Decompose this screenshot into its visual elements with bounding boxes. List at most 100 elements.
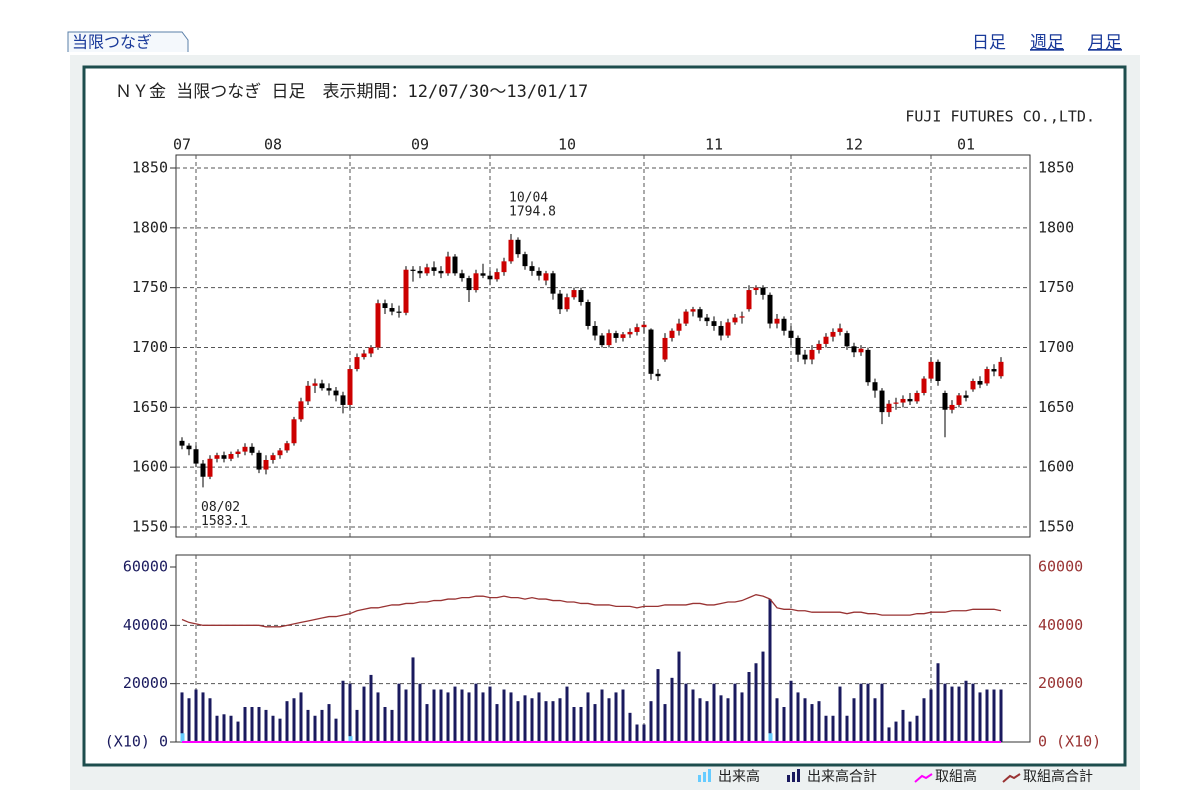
volume-bar (334, 718, 338, 742)
candle-body (487, 275, 493, 280)
candle-body (256, 452, 262, 470)
candle-body (347, 369, 353, 405)
x-tick-label: 01 (957, 136, 975, 154)
candle-body (886, 403, 892, 413)
volume-bar (943, 683, 947, 742)
candle-body (914, 392, 920, 402)
candle-body (662, 337, 668, 360)
y-tick-label: 1850 (132, 159, 168, 177)
candle-body (221, 455, 227, 459)
tab-label[interactable]: 当限つなぎ (72, 33, 152, 52)
volume-bar (747, 672, 751, 742)
candle-body (291, 419, 297, 444)
volume-bar (754, 663, 758, 742)
volume-bar (803, 698, 807, 742)
candle-body (928, 361, 934, 379)
link-weekly[interactable]: 週足 (1030, 33, 1064, 53)
volume-bar (285, 701, 289, 742)
candle-body (627, 331, 633, 335)
volume-bar (481, 692, 485, 742)
volume-bar (663, 704, 667, 742)
y-tick-label-right: 1800 (1038, 218, 1074, 236)
candle-body (270, 455, 276, 460)
y2-tick-label: 60000 (1038, 558, 1083, 576)
volume-bar (880, 683, 884, 742)
candle-body (459, 273, 465, 279)
volume-bar (684, 683, 688, 742)
candle-body (648, 329, 654, 374)
x-tick-label: 09 (411, 136, 429, 154)
candle-body (235, 451, 241, 455)
candle-body (942, 392, 948, 410)
candle-body (823, 336, 829, 344)
candle-body (879, 390, 885, 413)
y-tick-label: 1650 (132, 398, 168, 416)
volume-bar (845, 715, 849, 742)
volume-bar (992, 689, 996, 742)
volume-bar (810, 704, 814, 742)
candle-body (179, 440, 185, 446)
volume-bar (999, 689, 1003, 742)
volume-bar (789, 680, 793, 742)
candle-body (557, 293, 563, 310)
candle-body (284, 443, 290, 451)
candle-body (340, 395, 346, 405)
candle-body (326, 388, 332, 391)
volume-bar (628, 712, 632, 742)
volume-bar (621, 689, 625, 742)
y-tick-label-right: 1700 (1038, 338, 1074, 356)
y-tick-label: 40000 (123, 616, 168, 634)
chart-subtitle: FUJI FUTURES CO.,LTD. (905, 108, 1095, 126)
candle-body (466, 278, 472, 291)
volume-bar (614, 692, 618, 742)
line-series (181, 594, 1002, 628)
candle-body (697, 309, 703, 318)
candle-body (704, 317, 710, 322)
volume-bar (971, 683, 975, 742)
candle-body (571, 290, 577, 298)
candle-body (263, 459, 269, 470)
candle-body (690, 309, 696, 312)
candle-body (802, 354, 808, 360)
volume-bar (229, 715, 233, 742)
link-monthly[interactable]: 月足 (1088, 33, 1122, 53)
candle-body (984, 369, 990, 384)
candle-body (529, 266, 535, 271)
candle-body (872, 382, 878, 391)
volume-bar (649, 701, 653, 742)
annotation-date: 08/02 (201, 500, 240, 515)
x-tick-label: 12 (845, 136, 863, 154)
volume-bar (551, 701, 555, 742)
volume-bar (502, 689, 506, 742)
volume-bar (264, 709, 268, 742)
candle-body (844, 333, 850, 347)
candle-body (725, 322, 731, 336)
y-tick-label-right: 1600 (1038, 458, 1074, 476)
candle-body (935, 361, 941, 382)
candle-body (242, 446, 248, 452)
y2-tick-label: 0 (X10) (1038, 733, 1101, 751)
volume-bar (271, 715, 275, 742)
volume-bar (936, 663, 940, 742)
volume-bar (453, 686, 457, 742)
legend-swatch (787, 775, 790, 782)
volume-bar (278, 718, 282, 742)
candle-body (851, 346, 857, 353)
candle-body (410, 269, 416, 271)
volume-bar (642, 724, 646, 742)
volume-bar (523, 695, 527, 742)
candle-body (837, 328, 843, 332)
tab-frame (67, 31, 189, 52)
volume-bar (327, 704, 331, 742)
volume-bar (824, 715, 828, 742)
volume-bar (243, 707, 247, 742)
y-tick-label: 60000 (123, 558, 168, 576)
volume-bar (467, 692, 471, 742)
volume-bar (607, 698, 611, 742)
volume-bar (908, 721, 912, 742)
volume-bar (950, 686, 954, 742)
candle-body (445, 256, 451, 274)
link-daily[interactable]: 日足 (972, 33, 1006, 53)
candle-body (921, 378, 927, 393)
